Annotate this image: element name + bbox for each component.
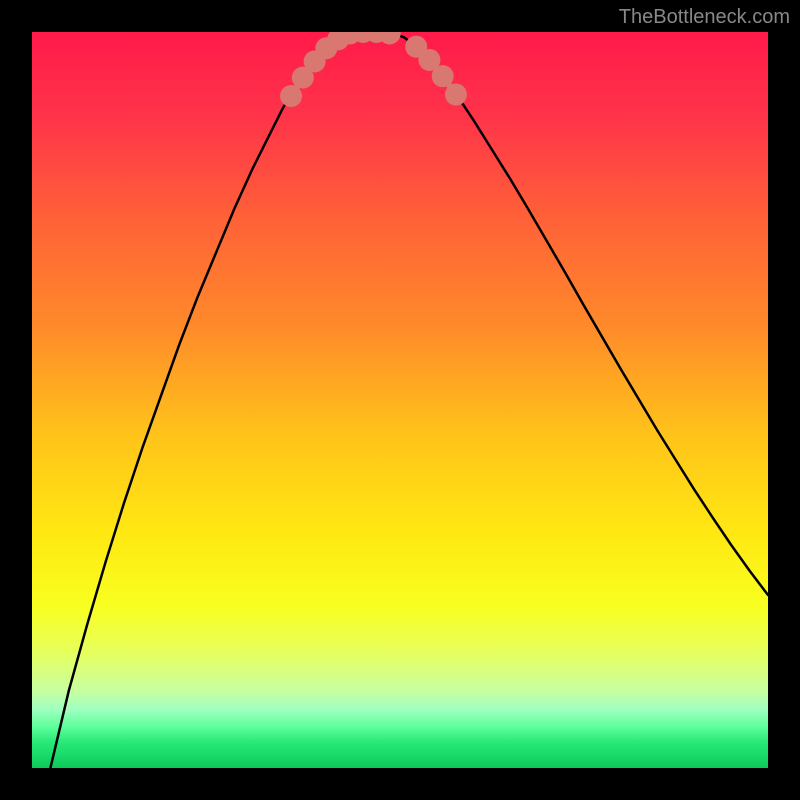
curve-layer (32, 32, 768, 768)
marker-dot (432, 65, 454, 87)
marker-dot (445, 84, 467, 106)
bottleneck-curve (50, 32, 768, 768)
marker-dot (280, 85, 302, 107)
chart-frame: TheBottleneck.com (0, 0, 800, 800)
plot-area (32, 32, 768, 768)
marker-dot (379, 32, 401, 44)
bottom-marker-group (280, 32, 467, 107)
watermark-text: TheBottleneck.com (619, 6, 790, 29)
